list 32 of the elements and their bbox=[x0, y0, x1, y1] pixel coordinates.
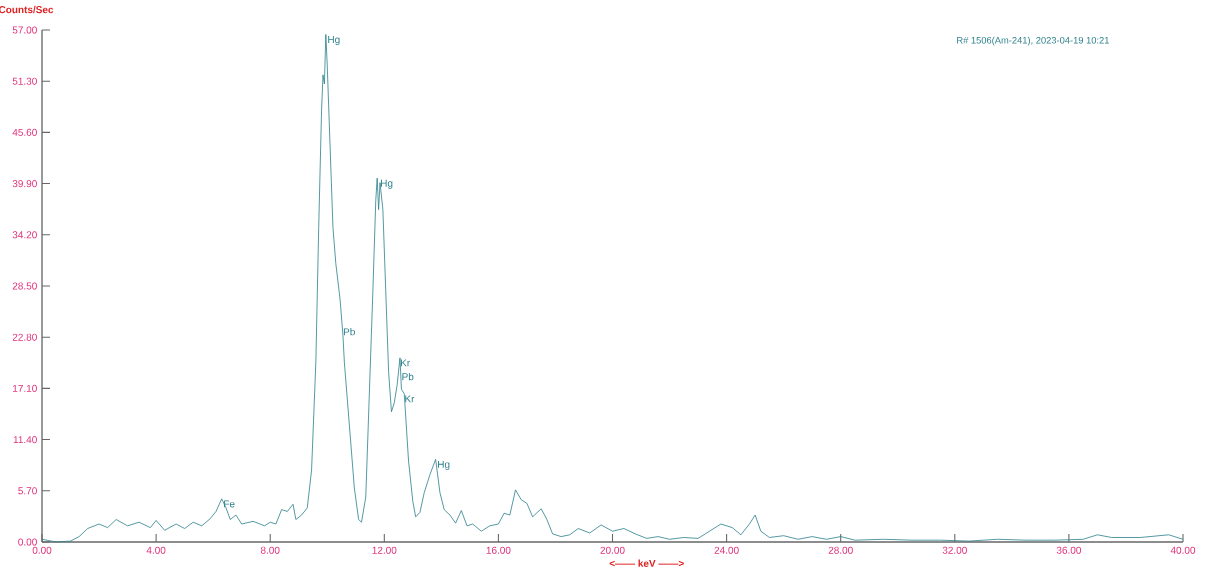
y-tick-label: 17.10 bbox=[13, 384, 37, 392]
annotation: Pb bbox=[402, 372, 414, 381]
y-tick-label: 0.00 bbox=[18, 538, 37, 546]
annotation: Kr bbox=[405, 395, 415, 403]
x-axis-title: <—— keV ——> bbox=[609, 559, 684, 567]
x-tick-label: 8.00 bbox=[260, 546, 280, 554]
annotation: Pb bbox=[343, 328, 355, 336]
y-tick-label: 34.20 bbox=[12, 231, 37, 239]
x-tick-label: 0.00 bbox=[32, 546, 52, 554]
y-tick-label: 57.00 bbox=[12, 26, 37, 34]
annotation: R# 1506(Am-241), 2023-04-19 10:21 bbox=[957, 36, 1109, 46]
annotation: Hg bbox=[328, 36, 340, 46]
y-tick-label: 22.80 bbox=[12, 333, 37, 341]
y-tick-label: 39.90 bbox=[12, 180, 37, 188]
y-tick-label: 51.30 bbox=[12, 77, 37, 85]
y-tick-label: 28.50 bbox=[12, 282, 37, 290]
y-tick-label: 5.70 bbox=[18, 487, 37, 495]
y-tick-label: 11.40 bbox=[13, 436, 37, 444]
x-tick-label: 12.00 bbox=[372, 546, 397, 554]
y-tick-label: 45.60 bbox=[12, 128, 37, 136]
x-tick-label: 16.00 bbox=[486, 546, 511, 554]
annotation: Hg bbox=[381, 179, 393, 189]
annotation: Kr bbox=[400, 359, 410, 367]
x-tick-label: 32.00 bbox=[942, 546, 967, 554]
annotation: Fe bbox=[224, 500, 235, 508]
x-tick-label: 24.00 bbox=[714, 546, 739, 554]
x-tick-label: 20.00 bbox=[600, 546, 625, 554]
x-tick-label: 36.00 bbox=[1056, 546, 1082, 554]
annotation: Hg bbox=[438, 460, 450, 470]
x-tick-label: 40.00 bbox=[1170, 546, 1196, 554]
x-tick-label: 28.00 bbox=[828, 546, 853, 554]
x-tick-label: 4.00 bbox=[146, 546, 166, 554]
